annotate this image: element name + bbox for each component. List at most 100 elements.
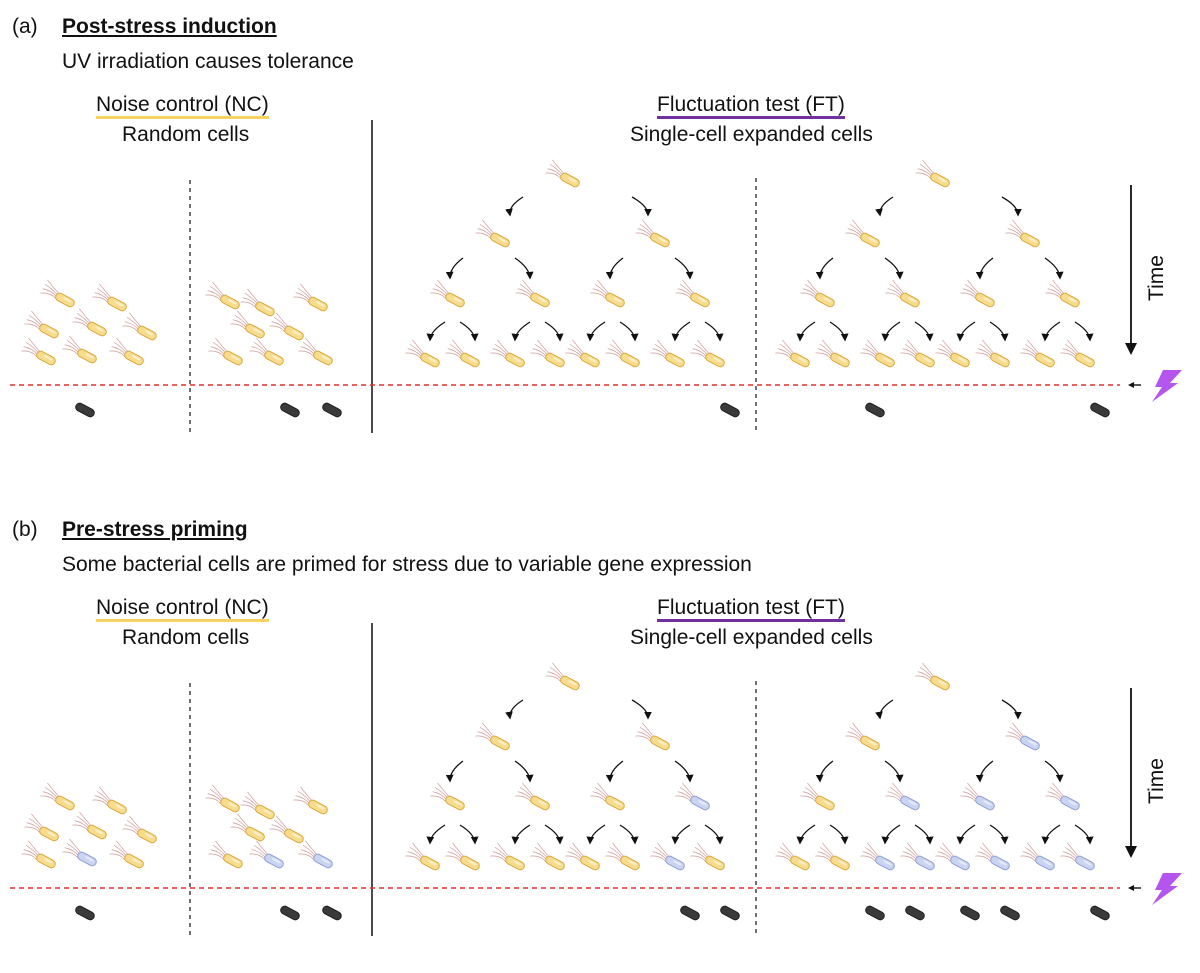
survivor-cell [865, 905, 885, 921]
bacterium-cell [690, 842, 725, 871]
division-arrow [704, 824, 724, 845]
bacterium-cell [800, 279, 835, 308]
division-arrow [796, 824, 816, 845]
division-arrow [505, 699, 524, 720]
division-arrow [956, 321, 976, 342]
division-arrow [631, 196, 652, 217]
division-arrow [1041, 824, 1061, 845]
bacterium-cell [240, 791, 275, 820]
bacterium-cell [565, 339, 600, 368]
division-arrow [514, 257, 534, 280]
bacterium-cell [845, 219, 880, 248]
survivor-cell [280, 402, 300, 418]
survivor-cell [720, 905, 740, 921]
bacterium-cell [205, 281, 240, 310]
bacterium-cell [1005, 722, 1040, 751]
division-arrow [881, 321, 901, 342]
bacterium-cell [40, 279, 75, 308]
division-arrow [671, 321, 691, 342]
panel-title: Post-stress induction [62, 15, 277, 38]
survivor-cell [322, 905, 342, 921]
bacterium-cell [605, 339, 640, 368]
division-arrow [511, 321, 531, 342]
bacterium-cell [92, 786, 127, 815]
noise-control-subtitle: Random cells [122, 123, 250, 146]
division-arrow [1001, 196, 1022, 217]
bacterium-cell [298, 840, 333, 869]
division-arrow [704, 321, 724, 342]
bacterium-cell [92, 283, 127, 312]
fluctuation-test-title: Fluctuation test (FT) [657, 596, 845, 622]
division-arrow [1074, 321, 1094, 342]
bacterium-cell [208, 337, 243, 366]
division-arrow [459, 321, 479, 342]
division-arrow [674, 760, 694, 783]
bacterium-cell [21, 840, 56, 869]
bacterium-cell [860, 842, 895, 871]
bacterium-cell [530, 842, 565, 871]
bacterium-cell [430, 279, 465, 308]
bacterium-cell [650, 842, 685, 871]
bacterium-cell [675, 782, 710, 811]
survivor-cell [720, 402, 740, 418]
time-arrow-head [1125, 343, 1137, 355]
bacterium-cell [915, 159, 950, 188]
division-arrow [674, 257, 694, 280]
bacterium-cell [40, 782, 75, 811]
division-arrow [619, 824, 639, 845]
division-arrow [829, 321, 849, 342]
bacterium-cell [935, 842, 970, 871]
bacterium-cell [62, 335, 97, 364]
bacterium-cell [24, 310, 59, 339]
panel-letter: (a) [12, 15, 38, 38]
division-arrow [796, 321, 816, 342]
division-arrow [1041, 321, 1061, 342]
bacterium-cell [1045, 279, 1080, 308]
division-arrow [875, 699, 894, 720]
bacterium-cell [635, 722, 670, 751]
division-arrow [956, 824, 976, 845]
bacterium-cell [775, 842, 810, 871]
division-arrow [815, 760, 834, 783]
bacterium-cell [445, 842, 480, 871]
bacterium-cell [885, 782, 920, 811]
bacterium-cell [900, 842, 935, 871]
division-arrow [445, 760, 464, 783]
division-arrow [884, 760, 904, 783]
bacterium-cell [249, 840, 284, 869]
bacterium-cell [900, 339, 935, 368]
bacterium-cell [675, 279, 710, 308]
bacterium-cell [960, 279, 995, 308]
bacterium-cell [1020, 339, 1055, 368]
bacterium-cell [269, 312, 304, 341]
survivor-cell [75, 402, 95, 418]
bacterium-cell [565, 842, 600, 871]
division-arrow [815, 257, 834, 280]
bacterium-cell [515, 279, 550, 308]
division-arrow [631, 699, 652, 720]
division-arrow [514, 760, 534, 783]
bacterium-cell [72, 308, 107, 337]
bacterium-cell [960, 782, 995, 811]
bacterium-cell [293, 283, 328, 312]
panel-letter: (b) [12, 518, 38, 541]
panel-a: (a) Post-stress induction UV irradiation… [0, 0, 1200, 470]
bacterium-cell [475, 722, 510, 751]
survivor-cell [1090, 402, 1110, 418]
bacterium-cell [72, 811, 107, 840]
bacterium-cell [475, 219, 510, 248]
bacterium-cell [975, 339, 1010, 368]
survivor-cell [280, 905, 300, 921]
bacterium-cell [208, 840, 243, 869]
time-axis-label: Time [1145, 255, 1168, 301]
bacterium-cell [650, 339, 685, 368]
division-arrow [1074, 824, 1094, 845]
bacterium-cell [490, 339, 525, 368]
division-arrow [989, 321, 1009, 342]
bacterium-cell [860, 339, 895, 368]
panel-b-diagram: Time [10, 623, 1182, 936]
bacterium-cell [1020, 842, 1055, 871]
division-arrow [619, 321, 639, 342]
bacterium-cell [590, 782, 625, 811]
bacterium-cell [800, 782, 835, 811]
